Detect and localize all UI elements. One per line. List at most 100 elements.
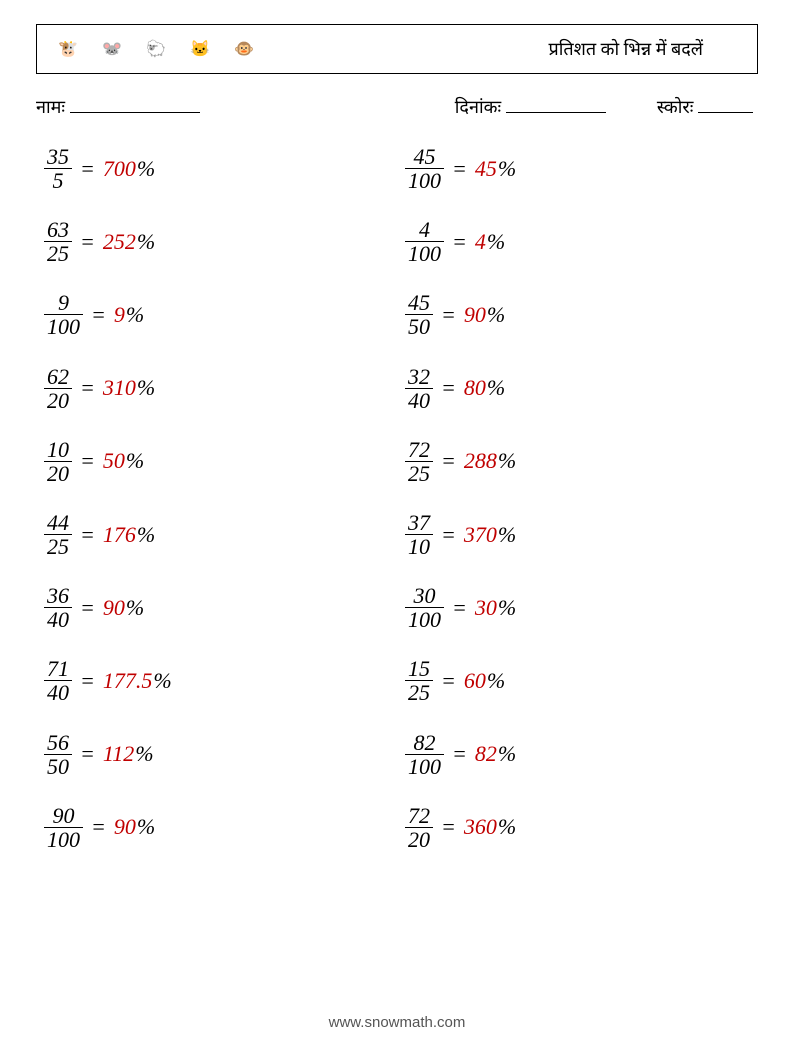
equals-sign: = — [80, 156, 95, 182]
numerator: 30 — [411, 584, 439, 607]
percent-sign: % — [137, 156, 155, 182]
equals-sign: = — [91, 814, 106, 840]
numerator: 72 — [405, 804, 433, 827]
answer-value: 4 — [475, 229, 486, 255]
denominator: 5 — [50, 169, 67, 192]
percent-sign: % — [137, 229, 155, 255]
score-label: स्कोरः — [657, 97, 694, 117]
numerator: 45 — [405, 291, 433, 314]
numerator: 35 — [44, 145, 72, 168]
equals-sign: = — [80, 375, 95, 401]
fraction: 6220 — [44, 365, 72, 412]
answer-value: 30 — [475, 595, 497, 621]
fraction: 4425 — [44, 511, 72, 558]
problem: 45100=45% — [397, 145, 758, 192]
problem: 7225=288% — [397, 438, 758, 485]
fraction: 90100 — [44, 804, 83, 851]
numerator: 71 — [44, 657, 72, 680]
answer-value: 82 — [475, 741, 497, 767]
equals-sign: = — [80, 448, 95, 474]
fraction: 45100 — [405, 145, 444, 192]
answer-value: 252 — [103, 229, 136, 255]
numerator: 15 — [405, 657, 433, 680]
numerator: 56 — [44, 731, 72, 754]
denominator: 100 — [44, 315, 83, 338]
answer-value: 45 — [475, 156, 497, 182]
percent-sign: % — [153, 668, 171, 694]
answer-value: 177.5 — [103, 668, 153, 694]
denominator: 100 — [405, 755, 444, 778]
problem: 3640 = 90% — [36, 584, 397, 631]
percent-sign: % — [487, 375, 505, 401]
denominator: 100 — [44, 828, 83, 851]
equals-sign: = — [80, 595, 95, 621]
percent-sign: % — [498, 814, 516, 840]
numerator: 62 — [44, 365, 72, 388]
problems-grid: 355=700%45100=45%6325=252%4100=4%9100=9%… — [36, 145, 758, 851]
numerator: 36 — [44, 584, 72, 607]
fraction: 9100 — [44, 291, 83, 338]
fraction: 355 — [44, 145, 72, 192]
percent-sign: % — [126, 595, 144, 621]
fraction: 3640 — [44, 584, 72, 631]
equals-sign: = — [441, 302, 456, 328]
denominator: 20 — [44, 462, 72, 485]
percent-sign: % — [487, 668, 505, 694]
fraction: 4100 — [405, 218, 444, 265]
score-blank — [698, 94, 753, 113]
name-label: नामः — [36, 97, 65, 117]
denominator: 100 — [405, 608, 444, 631]
denominator: 100 — [405, 242, 444, 265]
problem: 7140=177.5% — [36, 657, 397, 704]
answer-value: 700 — [103, 156, 136, 182]
numerator: 90 — [50, 804, 78, 827]
numerator: 32 — [405, 365, 433, 388]
answer-value: 50 — [103, 448, 125, 474]
percent-sign: % — [487, 229, 505, 255]
problem: 3710=370% — [397, 511, 758, 558]
problem: 1525=60% — [397, 657, 758, 704]
percent-sign: % — [137, 375, 155, 401]
denominator: 40 — [405, 389, 433, 412]
problem: 9100=9% — [36, 291, 397, 338]
problem: 7220=360% — [397, 804, 758, 851]
numerator: 10 — [44, 438, 72, 461]
answer-value: 90 — [103, 595, 125, 621]
info-line: नामः दिनांकः स्कोरः — [36, 94, 758, 119]
equals-sign: = — [441, 814, 456, 840]
answer-value: 112 — [103, 741, 134, 767]
fraction: 1020 — [44, 438, 72, 485]
percent-sign: % — [137, 814, 155, 840]
fraction: 5650 — [44, 731, 72, 778]
fraction: 82100 — [405, 731, 444, 778]
fraction: 30100 — [405, 584, 444, 631]
answer-value: 360 — [464, 814, 497, 840]
problem: 82100=82% — [397, 731, 758, 778]
numerator: 63 — [44, 218, 72, 241]
problem: 5650=112% — [36, 731, 397, 778]
percent-sign: % — [498, 448, 516, 474]
answer-value: 9 — [114, 302, 125, 328]
problem: 4100=4% — [397, 218, 758, 265]
answer-value: 288 — [464, 448, 497, 474]
numerator: 45 — [411, 145, 439, 168]
percent-sign: % — [487, 302, 505, 328]
date-label: दिनांकः — [455, 97, 501, 117]
answer-value: 90 — [114, 814, 136, 840]
equals-sign: = — [452, 595, 467, 621]
problem: 4425=176% — [36, 511, 397, 558]
denominator: 40 — [44, 681, 72, 704]
answer-value: 310 — [103, 375, 136, 401]
numerator: 4 — [416, 218, 433, 241]
equals-sign: = — [441, 448, 456, 474]
percent-sign: % — [137, 522, 155, 548]
equals-sign: = — [441, 375, 456, 401]
percent-sign: % — [126, 448, 144, 474]
answer-value: 370 — [464, 522, 497, 548]
monkey-icon: 🐵 — [227, 32, 261, 66]
fraction: 4550 — [405, 291, 433, 338]
problem: 4550=90% — [397, 291, 758, 338]
numerator: 82 — [411, 731, 439, 754]
sheep-icon: 🐑 — [139, 32, 173, 66]
equals-sign: = — [80, 522, 95, 548]
